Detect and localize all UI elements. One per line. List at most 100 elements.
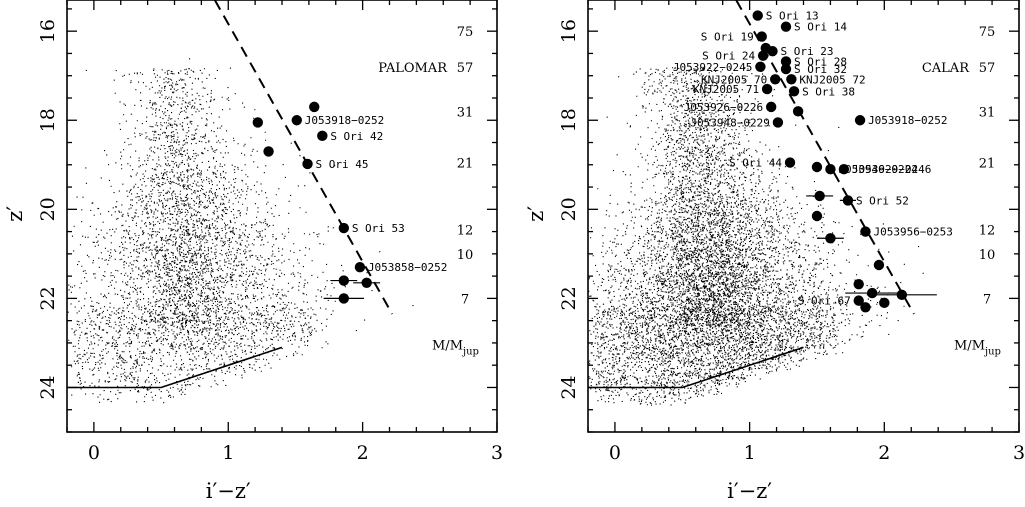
- y-tick-label: 22: [37, 286, 59, 310]
- candidate-label: S Ori 23: [781, 45, 834, 58]
- candidate-label: J053929−0246: [852, 163, 931, 176]
- candidate-point: [788, 86, 800, 97]
- candidate-label: J053918−0252: [305, 114, 384, 127]
- candidate-point: [825, 164, 836, 175]
- candidate-point: [811, 161, 823, 173]
- candidate-point: [338, 222, 350, 234]
- candidate-label: S Ori 32: [794, 63, 847, 76]
- mass-label: 21: [457, 157, 474, 172]
- candidate-point: [860, 226, 871, 237]
- candidate-point: [757, 50, 769, 61]
- x-tick-label: 2: [878, 442, 890, 464]
- x-tick-label: 0: [88, 442, 100, 464]
- x-tick-label: 2: [357, 442, 369, 464]
- candidate-point: [291, 115, 302, 126]
- candidate-point: [765, 101, 777, 113]
- background-star-field: [67, 58, 414, 404]
- y-axis-title: z′: [524, 206, 548, 222]
- calar-panel: S Ori 13S Ori 14 S Ori 19 S Ori 23 S Ori 24…: [524, 0, 1025, 503]
- mass-label: 10: [979, 248, 996, 263]
- x-tick-label: 1: [744, 442, 756, 464]
- candidate-point: [309, 101, 320, 113]
- mass-label: 21: [979, 157, 996, 172]
- candidate-point: [767, 46, 778, 57]
- candidate-point: [338, 293, 350, 304]
- palomar-panel: J053918−0252 S Ori 42 S Ori 45 S Ori 53 J053…: [3, 0, 503, 503]
- y-tick-label: 18: [558, 108, 580, 132]
- candidate-point: [252, 117, 264, 128]
- mass-unit-main: M/M: [954, 338, 985, 353]
- x-tick-label: 3: [491, 442, 503, 464]
- candidate-label: J053926−0226: [684, 101, 763, 114]
- candidate-point: [780, 63, 792, 75]
- background-star-field: [588, 67, 924, 406]
- y-tick-label: 22: [558, 286, 580, 310]
- candidate-label: S Ori 44: [729, 157, 782, 170]
- candidate-point: [814, 190, 825, 202]
- candidate-point: [772, 117, 784, 128]
- y-tick-label: 20: [558, 197, 580, 221]
- mass-unit-main: M/M: [432, 338, 463, 353]
- candidate-point: [825, 233, 836, 244]
- candidate-point: [354, 262, 366, 273]
- candidate-point: [879, 297, 890, 309]
- candidate-point: [780, 21, 792, 32]
- mass-label: 10: [457, 248, 474, 263]
- candidate-label: KNJ2005 72: [799, 73, 865, 86]
- mass-label: 75: [457, 25, 474, 40]
- candidate-point: [338, 275, 350, 286]
- mass-unit-label: M/Mjup: [954, 338, 1001, 357]
- candidate-point: [770, 74, 781, 85]
- candidate-label: J053918−0252: [868, 114, 947, 127]
- candidate-point: [752, 10, 763, 21]
- candidate-point: [838, 164, 850, 175]
- candidate-label: S Ori 52: [856, 194, 909, 207]
- completeness-limit-line: [588, 346, 804, 389]
- candidate-point: [873, 259, 885, 271]
- mass-label: 57: [979, 61, 996, 76]
- candidate-point: [361, 277, 372, 289]
- candidate-label: S Ori 28: [794, 55, 847, 68]
- candidate-point: [860, 302, 871, 313]
- x-tick-label: 1: [222, 442, 234, 464]
- y-tick-label: 18: [37, 108, 59, 132]
- mass-label: 31: [979, 105, 996, 120]
- candidate-label: S Ori 53: [352, 222, 405, 235]
- x-axis-title: i′−z′: [727, 479, 772, 503]
- candidate-label: J053956−0253: [873, 226, 952, 239]
- mass-label: 57: [457, 61, 474, 76]
- candidate-label: J053946−0224: [838, 163, 918, 176]
- candidate-label: S Ori 42: [330, 130, 383, 143]
- y-axis-title: z′: [3, 206, 27, 222]
- candidate-label: S Ori 24: [702, 50, 755, 63]
- mass-label: 75: [979, 25, 996, 40]
- y-tick-label: 16: [37, 19, 59, 43]
- candidate-point: [761, 83, 773, 95]
- candidate-point: [784, 157, 796, 168]
- panel-title: CALAR: [922, 61, 970, 76]
- x-tick-label: 0: [609, 442, 621, 464]
- completeness-limit-line: [67, 346, 283, 389]
- mass-unit-label: M/Mjup: [432, 338, 479, 357]
- candidate-point: [780, 56, 792, 67]
- mass-label: 31: [457, 105, 474, 120]
- candidate-point: [263, 146, 274, 157]
- candidate-point: [811, 210, 823, 222]
- candidate-point: [302, 158, 313, 170]
- candidate-point: [853, 278, 864, 290]
- y-tick-label: 16: [558, 19, 580, 43]
- candidate-label: S Ori 19: [701, 31, 754, 44]
- y-tick-label: 24: [37, 375, 59, 399]
- mass-label: 7: [461, 292, 469, 307]
- candidate-label: J053948−0229: [690, 116, 769, 129]
- candidate-point: [755, 61, 766, 73]
- candidate-point: [853, 295, 864, 306]
- candidate-point: [896, 289, 908, 301]
- candidate-label: S Ori 38: [802, 85, 855, 98]
- y-tick-label: 24: [558, 375, 580, 399]
- candidate-point: [786, 74, 797, 85]
- y-tick-label: 20: [37, 197, 59, 221]
- candidate-label: J053858−0252: [368, 261, 447, 274]
- mass-label: 12: [979, 223, 996, 238]
